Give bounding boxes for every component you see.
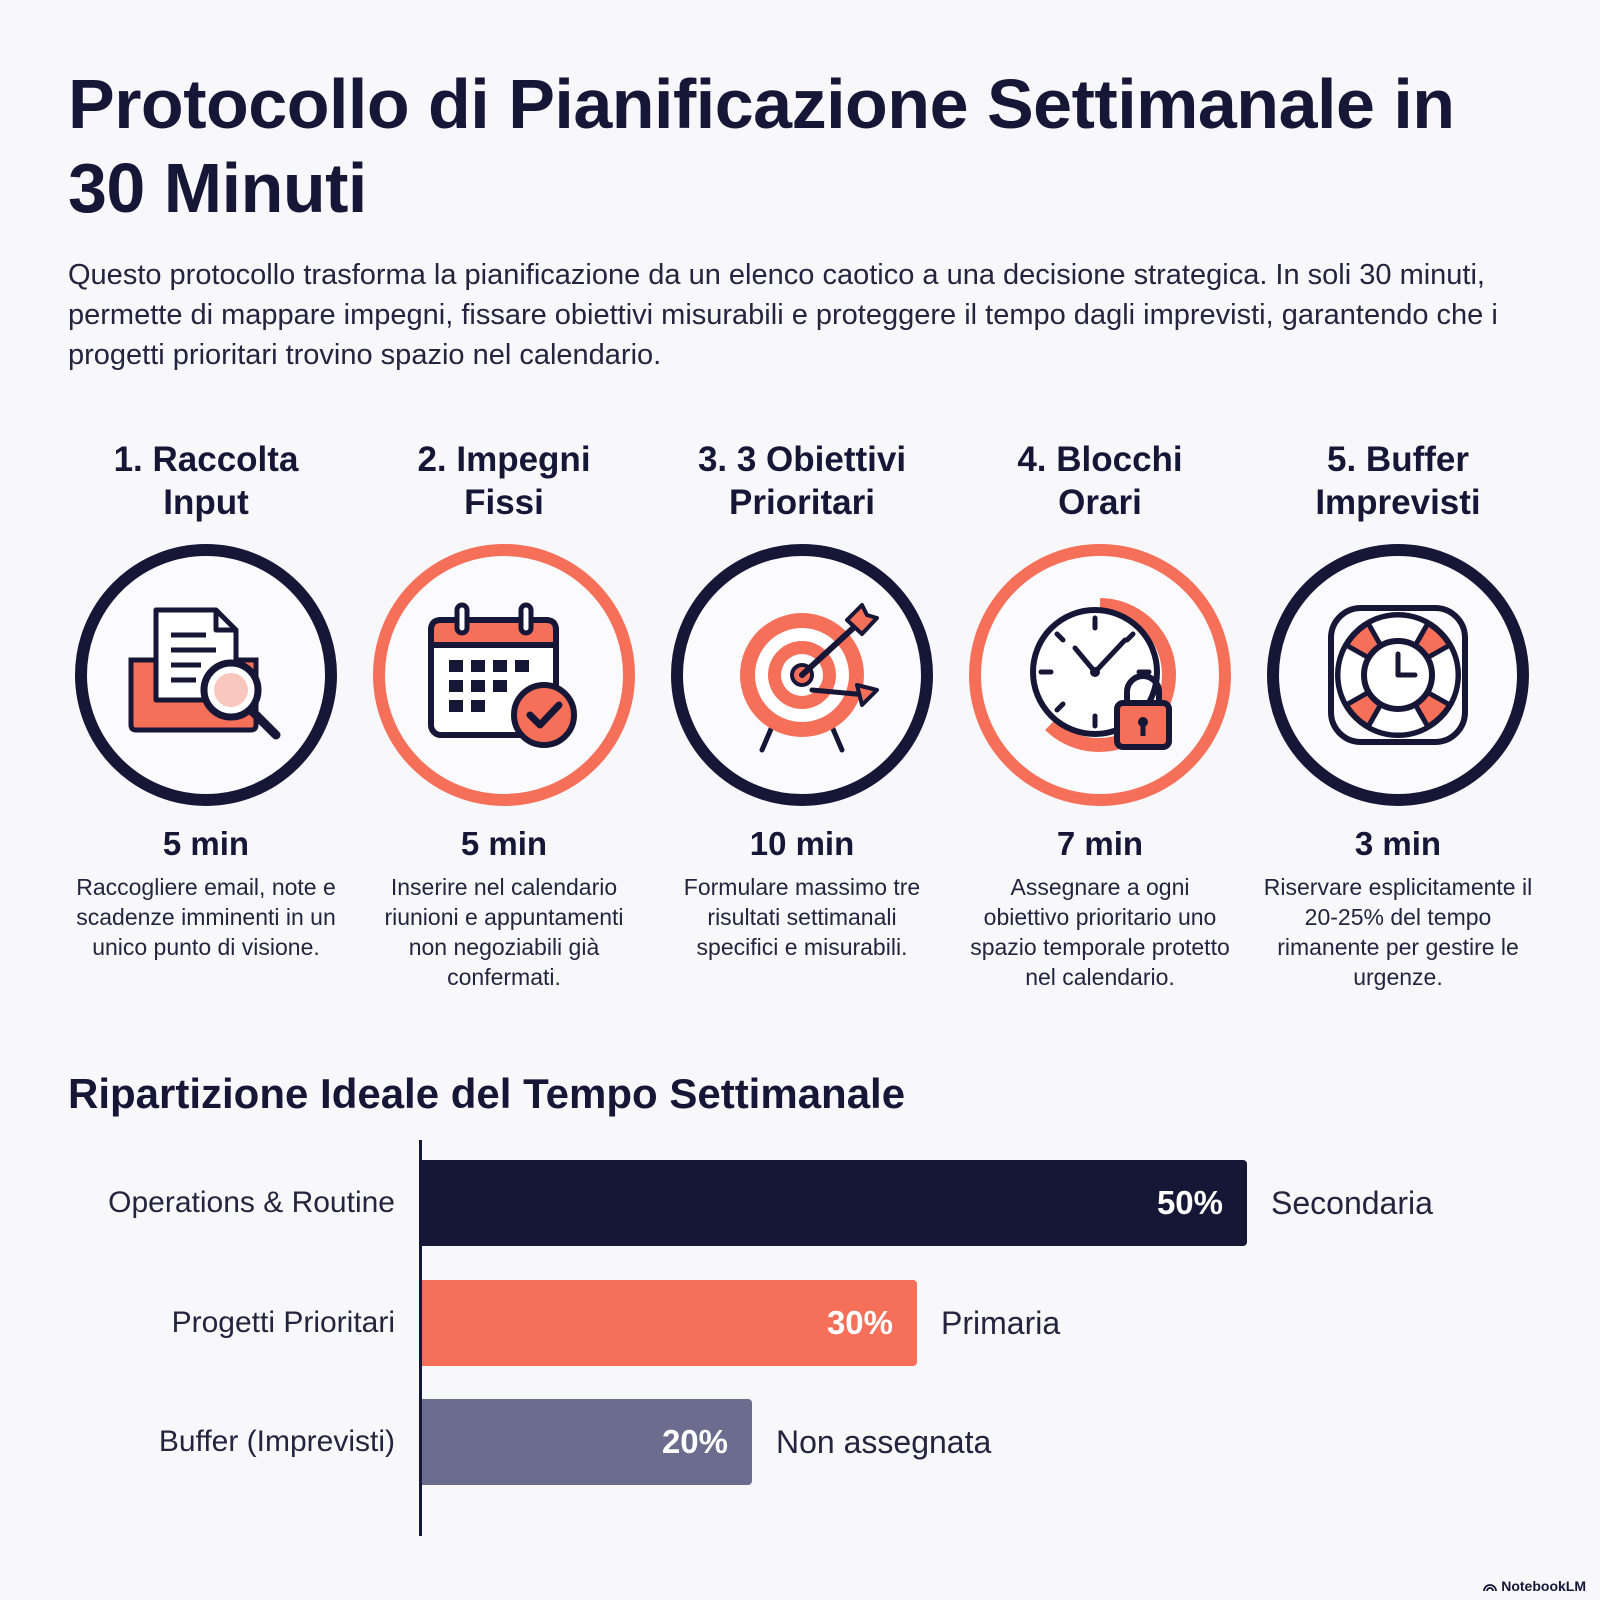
step-description: Inserire nel calendario riunioni e appun… xyxy=(384,874,624,990)
brand-name: NotebookLM xyxy=(1501,1578,1586,1594)
step-4: 4. Blocchi Orari 7 min Assegnare xyxy=(951,438,1249,1018)
step-duration: 5 min xyxy=(460,825,548,862)
step-1: 1. Raccolta Input 5 min Raccogliere emai… xyxy=(57,438,355,1018)
bar-category-label: Buffer (Imprevisti) xyxy=(158,1425,395,1458)
chart-title: Ripartizione Ideale del Tempo Settimanal… xyxy=(68,1070,906,1117)
bar: 20% xyxy=(422,1399,752,1485)
bar-value-label: 20% xyxy=(661,1423,728,1460)
bar-value-label: 50% xyxy=(1156,1184,1223,1221)
page-title: Protocollo di Pianificazione Settimanale… xyxy=(68,65,1455,227)
step-description: Formulare massimo tre risultati settiman… xyxy=(683,874,921,960)
step-ring xyxy=(1267,544,1529,806)
step-duration: 7 min xyxy=(1056,825,1144,862)
step-title: 4. Blocchi Orari xyxy=(1017,440,1183,522)
step-ring xyxy=(75,544,337,806)
steps-row: 1. Raccolta Input 5 min Raccogliere emai… xyxy=(57,438,1547,1018)
intro-paragraph: Questo protocollo trasforma la pianifica… xyxy=(68,259,1498,371)
step-title: 1. Raccolta Input xyxy=(113,440,299,522)
calendar-check-icon xyxy=(428,602,577,748)
folder-search-icon xyxy=(128,607,281,740)
clock-lock-icon xyxy=(1030,598,1176,752)
step-5: 5. Buffer Imprevisti 3 min Riservare esp… xyxy=(1249,438,1547,1018)
step-ring xyxy=(671,544,933,806)
bar: 50% xyxy=(422,1160,1247,1246)
step-description: Raccogliere email, note e scadenze immin… xyxy=(76,874,336,960)
bar-note-label: Primaria xyxy=(941,1305,1061,1341)
chart-axis xyxy=(419,1140,422,1536)
bar-chart: Operations & Routine 50% Secondaria Progett… xyxy=(0,1140,1600,1540)
bar: 30% xyxy=(422,1280,917,1366)
target-icon xyxy=(740,603,879,753)
step-description: Assegnare a ogni obiettivo prioritario u… xyxy=(970,874,1230,990)
step-3: 3. 3 Obiettivi Prioritari 10 min Formula… xyxy=(653,438,951,1018)
brand-logo: NotebookLM xyxy=(1483,1578,1586,1594)
step-2: 2. Impegni Fissi 5 min Inserire nel cale… xyxy=(355,438,653,1018)
bar-note-label: Non assegnata xyxy=(776,1424,992,1460)
step-duration: 10 min xyxy=(749,825,855,862)
step-title: 3. 3 Obiettivi Prioritari xyxy=(697,440,907,522)
step-ring xyxy=(969,544,1231,806)
bar-note-label: Secondaria xyxy=(1271,1185,1433,1221)
bar-category-label: Progetti Prioritari xyxy=(171,1306,395,1339)
lifebuoy-clock-icon xyxy=(1328,605,1468,745)
step-duration: 3 min xyxy=(1354,825,1442,862)
step-title: 5. Buffer Imprevisti xyxy=(1315,440,1481,522)
step-duration: 5 min xyxy=(162,825,250,862)
step-ring xyxy=(373,544,635,806)
step-description: Riservare esplicitamente il 20-25% del t… xyxy=(1263,874,1533,990)
step-title: 2. Impegni Fissi xyxy=(417,440,591,522)
bar-value-label: 30% xyxy=(826,1304,893,1341)
bar-category-label: Operations & Routine xyxy=(108,1186,395,1219)
notebooklm-icon xyxy=(1483,1584,1498,1592)
